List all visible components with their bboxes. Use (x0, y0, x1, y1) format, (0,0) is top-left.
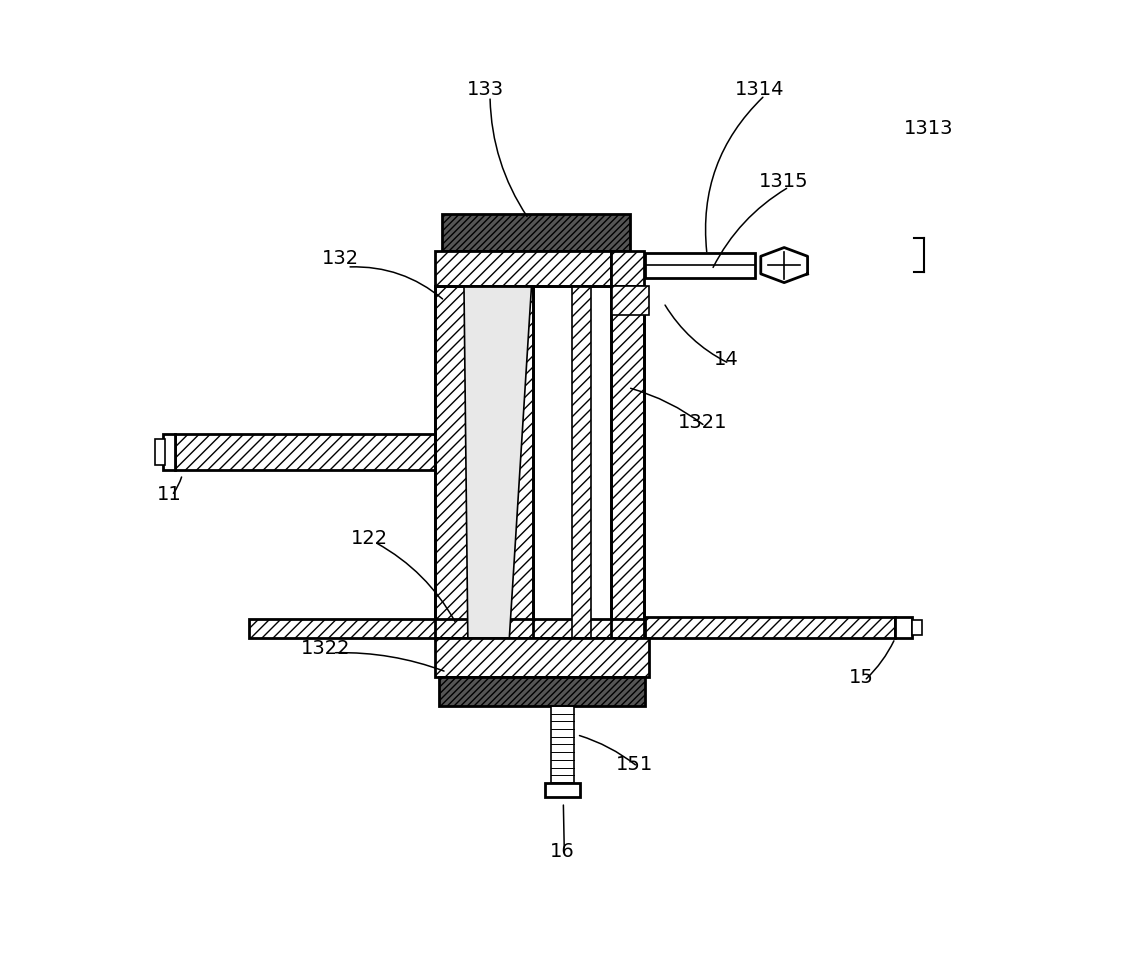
Polygon shape (572, 287, 591, 639)
Text: 1314: 1314 (736, 80, 785, 99)
Text: 1313: 1313 (904, 118, 954, 138)
Bar (164, 434, 175, 470)
Text: 122: 122 (351, 528, 388, 547)
Text: 133: 133 (467, 80, 503, 99)
Text: 1322: 1322 (301, 639, 351, 658)
Polygon shape (761, 248, 808, 283)
Text: 15: 15 (849, 668, 874, 687)
Text: 1321: 1321 (677, 413, 726, 431)
Text: 16: 16 (550, 841, 574, 860)
Text: 1315: 1315 (760, 172, 809, 191)
Text: 11: 11 (157, 484, 181, 504)
Bar (895, 617, 913, 639)
Bar (442, 215, 630, 251)
Bar (611, 251, 644, 287)
Text: 151: 151 (617, 755, 653, 773)
Bar (545, 783, 580, 797)
Bar (645, 253, 755, 278)
Bar (156, 439, 165, 465)
Text: 14: 14 (714, 350, 739, 369)
Bar (550, 706, 574, 783)
Bar (439, 677, 645, 706)
Bar (435, 251, 611, 287)
Bar (913, 620, 922, 636)
Bar (249, 619, 649, 639)
Bar (435, 639, 649, 677)
Bar (175, 434, 435, 470)
Bar (645, 617, 895, 639)
Polygon shape (611, 287, 644, 639)
Text: 132: 132 (321, 249, 359, 267)
Bar (612, 287, 649, 316)
Polygon shape (435, 287, 533, 639)
Polygon shape (464, 287, 532, 639)
